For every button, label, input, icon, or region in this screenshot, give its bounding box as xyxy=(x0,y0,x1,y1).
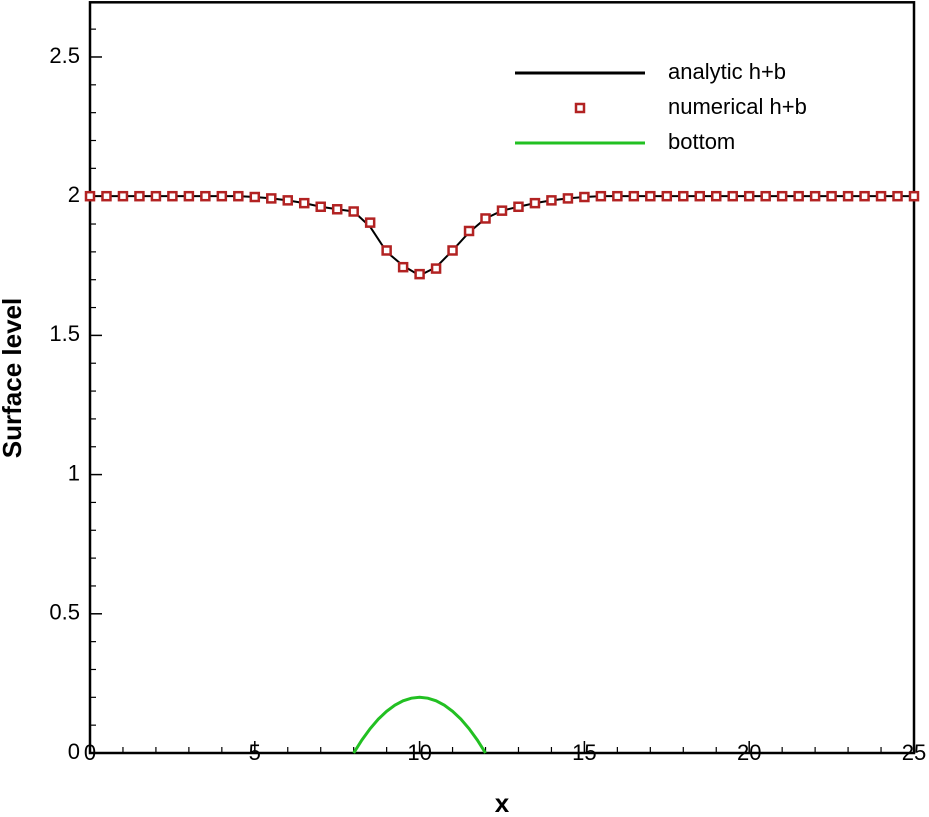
data-point xyxy=(381,245,392,256)
data-point xyxy=(266,193,277,204)
data-point xyxy=(661,190,673,202)
data-point xyxy=(678,190,689,202)
y-axis-title: Surface level xyxy=(0,298,27,458)
legend-label: numerical h+b xyxy=(668,94,807,119)
data-point xyxy=(298,197,310,209)
data-point xyxy=(200,190,211,202)
data-point xyxy=(397,261,409,273)
series-line xyxy=(352,695,487,754)
data-point xyxy=(908,190,920,202)
data-point xyxy=(447,245,458,256)
data-point xyxy=(233,190,244,202)
x-axis-title: x xyxy=(495,788,510,817)
plot-frame xyxy=(88,1,916,755)
data-point xyxy=(167,190,178,202)
data-point xyxy=(859,190,870,202)
data-point xyxy=(892,190,903,202)
data-point xyxy=(101,190,112,202)
data-point xyxy=(348,206,359,217)
y-tick-label: 1 xyxy=(68,460,80,485)
data-point xyxy=(282,195,294,206)
data-point xyxy=(875,190,887,202)
data-point xyxy=(546,195,557,206)
data-point xyxy=(776,190,788,202)
data-point xyxy=(727,190,738,202)
data-point xyxy=(480,213,491,224)
y-tick-label: 0.5 xyxy=(49,600,80,625)
data-point xyxy=(513,201,524,213)
data-point xyxy=(216,190,228,202)
data-point xyxy=(134,190,145,202)
y-tick-label: 0 xyxy=(68,739,80,764)
data-point xyxy=(463,225,475,237)
data-point xyxy=(710,190,722,202)
data-point xyxy=(496,205,508,216)
data-point xyxy=(842,190,854,202)
data-point xyxy=(579,191,590,203)
data-point xyxy=(364,217,376,228)
data-point xyxy=(117,190,129,202)
data-point xyxy=(150,190,162,202)
data-point xyxy=(331,204,343,215)
legend-label: bottom xyxy=(668,129,735,154)
data-point xyxy=(743,190,755,202)
data-point xyxy=(595,190,607,202)
y-tick-label: 1.5 xyxy=(49,321,80,346)
data-point xyxy=(760,190,771,202)
data-point xyxy=(694,190,706,202)
y-tick-label: 2.5 xyxy=(49,43,80,68)
data-point xyxy=(315,201,326,213)
data-point xyxy=(826,190,837,202)
data-point xyxy=(529,197,541,209)
data-point xyxy=(793,190,804,202)
data-point xyxy=(249,191,261,203)
data-point xyxy=(430,263,442,274)
data-point xyxy=(183,190,195,202)
legend-label: analytic h+b xyxy=(668,59,786,84)
data-point xyxy=(809,190,821,202)
data-point xyxy=(414,268,425,280)
legend-marker xyxy=(574,102,586,114)
data-point xyxy=(645,190,656,202)
data-point xyxy=(612,190,623,202)
data-point xyxy=(628,190,640,202)
data-point xyxy=(562,193,574,204)
data-point xyxy=(84,190,96,202)
y-tick-label: 2 xyxy=(68,182,80,207)
